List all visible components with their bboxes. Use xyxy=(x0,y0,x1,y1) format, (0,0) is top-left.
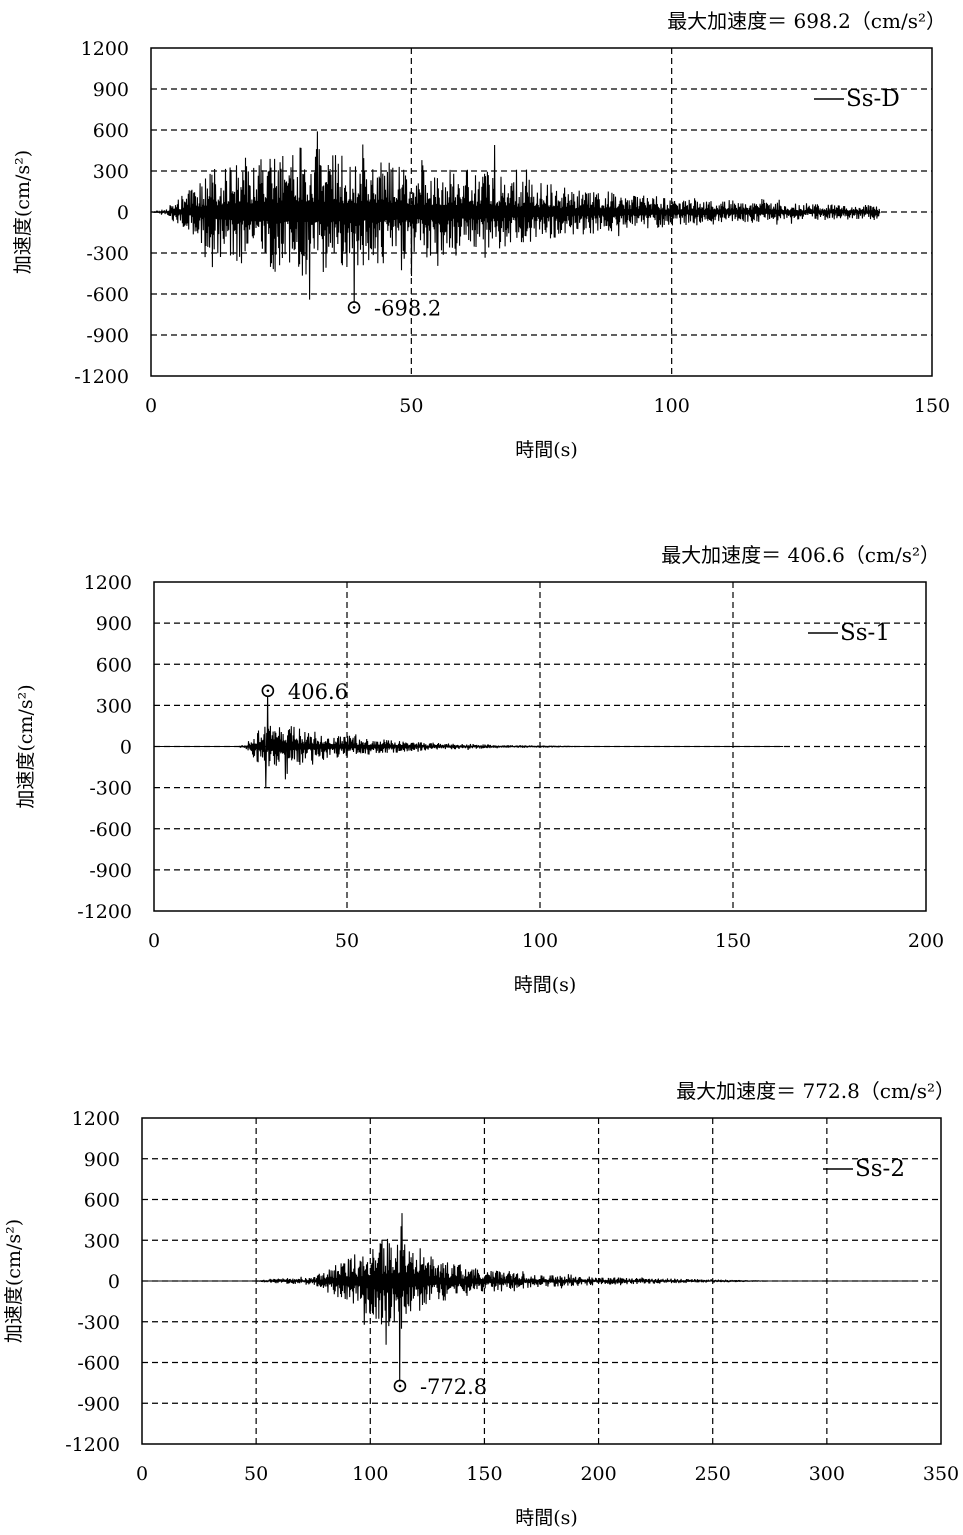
peak-marker-dot xyxy=(398,1384,402,1388)
y-tick-label: -300 xyxy=(77,1312,120,1334)
y-tick-label: 300 xyxy=(84,1230,120,1252)
plot-frame xyxy=(153,581,927,912)
y-tick-label: 0 xyxy=(117,202,129,224)
y-tick-label: 300 xyxy=(93,161,129,183)
x-tick-label: 0 xyxy=(136,1463,148,1485)
y-tick-label: -600 xyxy=(89,819,132,841)
y-tick-label: -900 xyxy=(86,325,129,347)
x-tick-label: 200 xyxy=(580,1463,616,1485)
y-tick-label: -1200 xyxy=(74,366,129,388)
series-ss-1-line xyxy=(154,690,784,788)
y-tick-label: 600 xyxy=(96,654,132,676)
peak-value-label: 406.6 xyxy=(288,680,348,704)
x-tick-label: 100 xyxy=(522,930,558,952)
legend-label: Ss-2 xyxy=(855,1156,905,1182)
x-tick-label: 50 xyxy=(399,395,423,417)
x-tick-label: 50 xyxy=(335,930,359,952)
legend-label: Ss-1 xyxy=(840,620,890,646)
y-tick-label: 900 xyxy=(93,79,129,101)
y-tick-label: 1200 xyxy=(84,572,132,594)
y-axis-title: 加速度(cm/s²) xyxy=(15,684,37,808)
y-tick-label: 300 xyxy=(96,695,132,717)
y-tick-label: -900 xyxy=(89,860,132,882)
x-axis-title: 時間(s) xyxy=(515,439,578,461)
y-axis-title: 加速度(cm/s²) xyxy=(12,150,34,274)
y-tick-label: 600 xyxy=(93,120,129,142)
y-tick-label: -600 xyxy=(77,1353,120,1375)
x-tick-label: 0 xyxy=(145,395,157,417)
legend-label: Ss-D xyxy=(846,86,900,112)
y-tick-label: -1200 xyxy=(77,901,132,923)
plot-frame xyxy=(141,1117,942,1445)
x-axis-title: 時間(s) xyxy=(515,1507,578,1529)
y-tick-label: 1200 xyxy=(72,1108,120,1130)
y-tick-label: 0 xyxy=(108,1271,120,1293)
y-tick-label: -900 xyxy=(77,1393,120,1415)
x-tick-label: 150 xyxy=(914,395,950,417)
y-axis-title: 加速度(cm/s²) xyxy=(3,1219,25,1343)
y-tick-label: -1200 xyxy=(65,1434,120,1456)
y-tick-label: 1200 xyxy=(81,38,129,60)
y-tick-label: 900 xyxy=(84,1149,120,1171)
x-axis-title: 時間(s) xyxy=(514,974,577,996)
y-tick-label: 900 xyxy=(96,613,132,635)
max-acceleration-label: 最大加速度＝ 698.2（cm/s²） xyxy=(667,9,946,33)
peak-marker-dot xyxy=(352,306,356,309)
y-tick-label: 0 xyxy=(120,737,132,759)
x-tick-label: 50 xyxy=(244,1463,268,1485)
x-tick-label: 300 xyxy=(809,1463,845,1485)
chart-panel-2: 1200 900 600 300 0 -300 -600 -900 -1200 0 50 100 150… xyxy=(15,543,944,996)
x-tick-label: 100 xyxy=(352,1463,388,1485)
x-tick-label: 100 xyxy=(654,395,690,417)
y-tick-label: -300 xyxy=(86,243,129,265)
chart-panel-1: 1200 900 600 300 0 -300 -600 -900 -1200 0 50 100 150… xyxy=(12,9,950,461)
x-tick-label: 250 xyxy=(695,1463,731,1485)
x-tick-label: 0 xyxy=(148,930,160,952)
y-tick-label: -300 xyxy=(89,778,132,800)
peak-value-label: -772.8 xyxy=(420,1375,487,1399)
max-acceleration-label: 最大加速度＝ 406.6（cm/s²） xyxy=(661,543,940,567)
max-acceleration-label: 最大加速度＝ 772.8（cm/s²） xyxy=(676,1079,955,1103)
x-tick-label: 200 xyxy=(908,930,944,952)
x-tick-label: 150 xyxy=(466,1463,502,1485)
x-tick-label: 150 xyxy=(715,930,751,952)
peak-marker-dot xyxy=(266,689,270,693)
peak-value-label: -698.2 xyxy=(374,296,441,320)
chart-panel-3: 1200 900 600 300 0 -300 -600 -900 -1200 0 50 100 150… xyxy=(3,1079,959,1529)
series-ss-d-line xyxy=(150,131,881,308)
plot-frame xyxy=(150,47,933,377)
x-tick-label: 350 xyxy=(923,1463,959,1485)
y-tick-label: -600 xyxy=(86,284,129,306)
y-tick-label: 600 xyxy=(84,1190,120,1212)
series-ss-2-line xyxy=(142,1213,919,1387)
